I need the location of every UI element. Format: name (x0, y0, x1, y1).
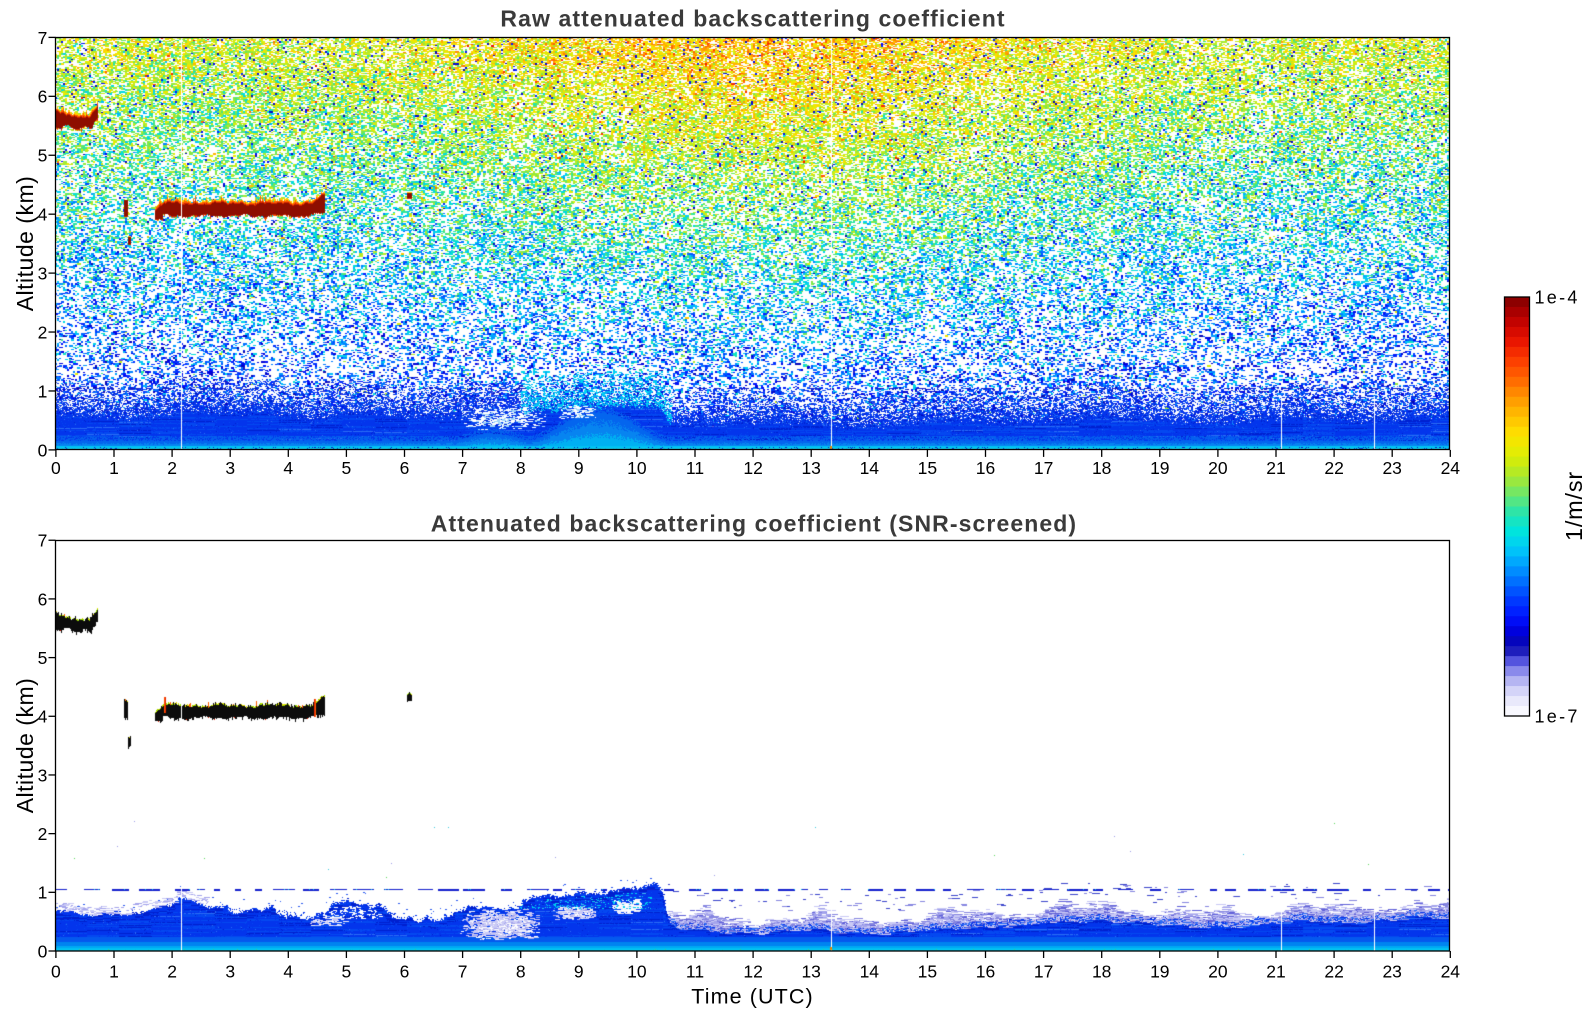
svg-text:Attenuated backscattering coef: Attenuated backscattering coefficient (S… (431, 511, 1077, 537)
svg-text:18: 18 (1092, 458, 1111, 478)
svg-text:Altitude (km): Altitude (km) (12, 176, 38, 312)
svg-text:20: 20 (1208, 458, 1228, 478)
svg-text:9: 9 (574, 458, 584, 478)
svg-text:21: 21 (1266, 458, 1285, 478)
svg-text:15: 15 (918, 458, 937, 478)
svg-text:17: 17 (1034, 962, 1053, 982)
svg-text:6: 6 (38, 589, 48, 609)
svg-text:0: 0 (38, 941, 48, 961)
svg-text:9: 9 (574, 962, 584, 982)
svg-text:22: 22 (1324, 962, 1343, 982)
svg-text:3: 3 (225, 458, 235, 478)
svg-text:0: 0 (38, 440, 48, 460)
svg-text:10: 10 (627, 962, 647, 982)
svg-text:1: 1 (109, 458, 119, 478)
svg-text:4: 4 (38, 707, 48, 727)
svg-text:6: 6 (400, 458, 410, 478)
svg-text:5: 5 (38, 146, 48, 166)
svg-text:1e-4: 1e-4 (1535, 288, 1580, 308)
svg-text:20: 20 (1208, 962, 1228, 982)
svg-text:13: 13 (801, 962, 820, 982)
svg-text:6: 6 (38, 87, 48, 107)
svg-text:8: 8 (516, 458, 526, 478)
svg-text:13: 13 (801, 458, 820, 478)
svg-text:19: 19 (1150, 458, 1169, 478)
svg-text:14: 14 (860, 458, 880, 478)
svg-text:17: 17 (1034, 458, 1053, 478)
svg-text:Raw attenuated backscattering: Raw attenuated backscattering coefficien… (500, 6, 1005, 32)
svg-text:22: 22 (1324, 458, 1343, 478)
svg-text:4: 4 (283, 458, 293, 478)
svg-text:2: 2 (167, 962, 177, 982)
svg-text:1/m/sr: 1/m/sr (1561, 471, 1587, 541)
svg-text:7: 7 (38, 28, 48, 48)
svg-text:12: 12 (743, 962, 762, 982)
svg-text:3: 3 (38, 264, 48, 284)
svg-text:0: 0 (51, 458, 61, 478)
svg-text:16: 16 (976, 962, 995, 982)
svg-text:5: 5 (342, 962, 352, 982)
svg-text:7: 7 (458, 962, 468, 982)
svg-text:11: 11 (686, 458, 704, 478)
svg-text:Time (UTC): Time (UTC) (691, 985, 813, 1009)
svg-text:16: 16 (976, 458, 995, 478)
svg-text:7: 7 (38, 531, 48, 551)
svg-text:12: 12 (743, 458, 762, 478)
svg-text:1: 1 (38, 883, 48, 903)
svg-text:2: 2 (38, 824, 48, 844)
svg-text:21: 21 (1266, 962, 1285, 982)
svg-text:11: 11 (686, 962, 704, 982)
svg-text:3: 3 (38, 765, 48, 785)
svg-text:19: 19 (1150, 962, 1169, 982)
svg-text:10: 10 (627, 458, 647, 478)
svg-text:3: 3 (225, 962, 235, 982)
svg-text:1e-7: 1e-7 (1535, 707, 1580, 727)
svg-text:1: 1 (38, 381, 48, 401)
svg-text:0: 0 (51, 962, 61, 982)
svg-text:8: 8 (516, 962, 526, 982)
svg-text:7: 7 (458, 458, 468, 478)
svg-text:4: 4 (38, 205, 48, 225)
svg-text:23: 23 (1382, 458, 1401, 478)
svg-text:6: 6 (400, 962, 410, 982)
svg-text:23: 23 (1382, 962, 1401, 982)
svg-text:14: 14 (860, 962, 880, 982)
svg-text:2: 2 (38, 322, 48, 342)
svg-text:1: 1 (109, 962, 119, 982)
svg-text:2: 2 (167, 458, 177, 478)
svg-text:5: 5 (342, 458, 352, 478)
svg-text:24: 24 (1441, 458, 1461, 478)
svg-text:4: 4 (283, 962, 293, 982)
svg-text:18: 18 (1092, 962, 1111, 982)
svg-text:24: 24 (1441, 962, 1461, 982)
svg-text:5: 5 (38, 648, 48, 668)
svg-text:15: 15 (918, 962, 937, 982)
svg-text:Altitude (km): Altitude (km) (12, 678, 38, 814)
